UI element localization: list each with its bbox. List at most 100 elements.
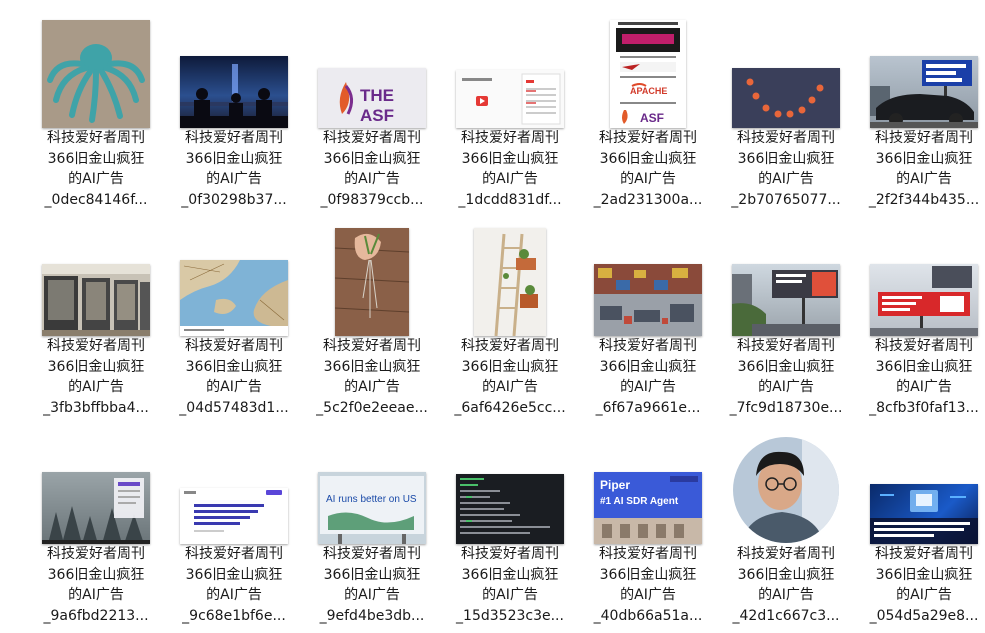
thumbnail-text: #1 AI SDR Agent: [600, 496, 679, 507]
file-name: 科技爱好者周刊 366旧金山疯狂 的AI广告 _9a6fbd2213...: [27, 544, 165, 626]
file-name: 科技爱好者周刊 366旧金山疯狂 的AI广告 _5c2f0e2eeae...: [303, 336, 441, 418]
thumbnail[interactable]: THE ASF: [303, 10, 441, 128]
piper-billboard-thumbnail-icon: Piper #1 AI SDR Agent: [594, 472, 702, 544]
foggy-forest-desktop-thumbnail-icon: [42, 472, 150, 544]
file-name-line: _2f2f344b435...: [868, 191, 980, 208]
thumbnail[interactable]: APACHE ASF: [579, 10, 717, 128]
file-item[interactable]: 科技爱好者周刊 366旧金山疯狂 的AI广告 _054d5a29e8...: [855, 426, 985, 633]
thumbnail-text: AI runs better on US: [326, 494, 417, 505]
file-name-line: 科技爱好者周刊: [737, 546, 835, 562]
thumbnail[interactable]: [165, 218, 303, 336]
file-name-line: 的AI广告: [68, 379, 124, 395]
file-name-line: 366旧金山疯狂: [461, 566, 559, 583]
file-item[interactable]: 科技爱好者周刊 366旧金山疯狂 的AI广告 _0dec84146f...: [27, 10, 165, 217]
file-name-line: 科技爱好者周刊: [47, 130, 145, 146]
file-name-line: 科技爱好者周刊: [737, 338, 835, 354]
thumbnail[interactable]: [303, 218, 441, 336]
file-name-line: 的AI广告: [344, 379, 400, 395]
file-item[interactable]: APACHE ASF 科技爱好者周刊 366旧金山疯狂 的AI广告 _2ad23…: [579, 10, 717, 217]
file-name: 科技爱好者周刊 366旧金山疯狂 的AI广告 _9efd4be3db...: [303, 544, 441, 626]
file-name: 科技爱好者周刊 366旧金山疯狂 的AI广告 _7fc9d18730e...: [717, 336, 855, 418]
thumbnail-text: ASF: [640, 111, 664, 125]
file-item[interactable]: 科技爱好者周刊 366旧金山疯狂 的AI广告 _9a6fbd2213...: [27, 426, 165, 633]
file-item[interactable]: 科技爱好者周刊 366旧金山疯狂 的AI广告 _2f2f344b435...: [855, 10, 985, 217]
thumbnail[interactable]: [441, 218, 579, 336]
file-name: 科技爱好者周刊 366旧金山疯狂 的AI广告 _6af6426e5cc...: [441, 336, 579, 418]
file-item[interactable]: 科技爱好者周刊 366旧金山疯狂 的AI广告 _42d1c667c3...: [717, 426, 855, 633]
thumbnail-text: THE ASF: [360, 86, 394, 125]
thumbnail[interactable]: [441, 426, 579, 544]
file-name-line: _054d5a29e8...: [869, 607, 979, 624]
hand-plant-roots-thumbnail-icon: [335, 228, 409, 336]
file-name-line: 科技爱好者周刊: [599, 130, 697, 146]
thumbnail[interactable]: [855, 426, 985, 544]
file-name-line: 科技爱好者周刊: [323, 546, 421, 562]
file-item[interactable]: 科技爱好者周刊 366旧金山疯狂 的AI广告 _6f67a9661e...: [579, 218, 717, 425]
file-name-line: 的AI广告: [758, 587, 814, 603]
file-name-line: _2ad231300a...: [593, 191, 703, 208]
file-item[interactable]: 科技爱好者周刊 366旧金山疯狂 的AI广告 _7fc9d18730e...: [717, 218, 855, 425]
file-item[interactable]: 科技爱好者周刊 366旧金山疯狂 的AI广告 _9c68e1bf6e...: [165, 426, 303, 633]
file-name-line: 科技爱好者周刊: [47, 546, 145, 562]
file-item[interactable]: AI runs better on US 科技爱好者周刊 366旧金山疯狂 的A…: [303, 426, 441, 633]
file-name-line: 科技爱好者周刊: [323, 338, 421, 354]
thumbnail[interactable]: Piper #1 AI SDR Agent: [579, 426, 717, 544]
thumbnail-text: APACHE: [630, 86, 668, 96]
file-name-line: 科技爱好者周刊: [323, 130, 421, 146]
file-item[interactable]: 科技爱好者周刊 366旧金山疯狂 的AI广告 _04d57483d1...: [165, 218, 303, 425]
file-name-line: _3fb3bffbba4...: [43, 399, 149, 416]
file-name-line: 的AI广告: [344, 587, 400, 603]
file-name: 科技爱好者周刊 366旧金山疯狂 的AI广告 _8cfb3f0faf13...: [855, 336, 985, 418]
thumbnail[interactable]: AI runs better on US: [303, 426, 441, 544]
file-name-line: _9c68e1bf6e...: [182, 607, 286, 624]
file-name-line: 366旧金山疯狂: [323, 358, 421, 375]
file-item[interactable]: 科技爱好者周刊 366旧金山疯狂 的AI广告 _3fb3bffbba4...: [27, 218, 165, 425]
file-name-line: 的AI广告: [896, 587, 952, 603]
file-name-line: _7fc9d18730e...: [729, 399, 843, 416]
file-item[interactable]: 科技爱好者周刊 366旧金山疯狂 的AI广告 _15d3523c3e...: [441, 426, 579, 633]
night-city-silhouettes-thumbnail-icon: [180, 56, 288, 128]
file-name-line: 366旧金山疯狂: [875, 150, 973, 167]
file-name-line: _40db66a51a...: [593, 607, 703, 624]
thumbnail[interactable]: [27, 426, 165, 544]
file-item[interactable]: 科技爱好者周刊 366旧金山疯狂 的AI广告 _6af6426e5cc...: [441, 218, 579, 425]
file-name-line: 366旧金山疯狂: [599, 150, 697, 167]
file-item[interactable]: 科技爱好者周刊 366旧金山疯狂 的AI广告 _2b70765077...: [717, 10, 855, 217]
file-name-line: 366旧金山疯狂: [461, 358, 559, 375]
file-name-line: 366旧金山疯狂: [737, 150, 835, 167]
file-item[interactable]: Piper #1 AI SDR Agent 科技爱好者周刊 366旧金山疯狂 的…: [579, 426, 717, 633]
thumbnail[interactable]: [717, 218, 855, 336]
thumbnail[interactable]: [27, 10, 165, 128]
blue-tech-banner-thumbnail-icon: [870, 484, 978, 544]
thumbnail[interactable]: [579, 218, 717, 336]
file-name-line: 的AI广告: [896, 171, 952, 187]
thumbnail[interactable]: [855, 10, 985, 128]
thumbnail[interactable]: [27, 218, 165, 336]
file-name-line: 366旧金山疯狂: [323, 150, 421, 167]
thumbnail[interactable]: [717, 10, 855, 128]
file-name-line: 的AI广告: [482, 379, 538, 395]
file-item[interactable]: 科技爱好者周刊 366旧金山疯狂 的AI广告 _0f30298b37...: [165, 10, 303, 217]
file-name-line: _0f30298b37...: [181, 191, 287, 208]
file-item[interactable]: 科技爱好者周刊 366旧金山疯狂 的AI广告 _1dcdd831df...: [441, 10, 579, 217]
file-name-line: 科技爱好者周刊: [875, 130, 973, 146]
file-name: 科技爱好者周刊 366旧金山疯狂 的AI广告 _42d1c667c3...: [717, 544, 855, 626]
file-name-line: 科技爱好者周刊: [737, 130, 835, 146]
ladder-plant-stand-thumbnail-icon: [474, 228, 546, 336]
file-item[interactable]: 科技爱好者周刊 366旧金山疯狂 的AI广告 _8cfb3f0faf13...: [855, 218, 985, 425]
file-item[interactable]: 科技爱好者周刊 366旧金山疯狂 的AI广告 _5c2f0e2eeae...: [303, 218, 441, 425]
thumbnail[interactable]: [441, 10, 579, 128]
file-name-line: 366旧金山疯狂: [737, 358, 835, 375]
thumbnail[interactable]: [717, 426, 855, 544]
thumbnail[interactable]: [165, 426, 303, 544]
file-name-line: _0f98379ccb...: [320, 191, 424, 208]
ai-runs-better-billboard-thumbnail-icon: AI runs better on US: [318, 472, 426, 544]
file-name-line: _15d3523c3e...: [456, 607, 564, 624]
file-name-line: _1dcdd831df...: [458, 191, 562, 208]
octopus-metal-art-thumbnail-icon: [42, 20, 150, 128]
thumbnail[interactable]: [855, 218, 985, 336]
file-item[interactable]: THE ASF 科技爱好者周刊 366旧金山疯狂 的AI广告 _0f98379c…: [303, 10, 441, 217]
file-name-line: _6af6426e5cc...: [454, 399, 566, 416]
file-name-line: 366旧金山疯狂: [599, 358, 697, 375]
thumbnail[interactable]: [165, 10, 303, 128]
